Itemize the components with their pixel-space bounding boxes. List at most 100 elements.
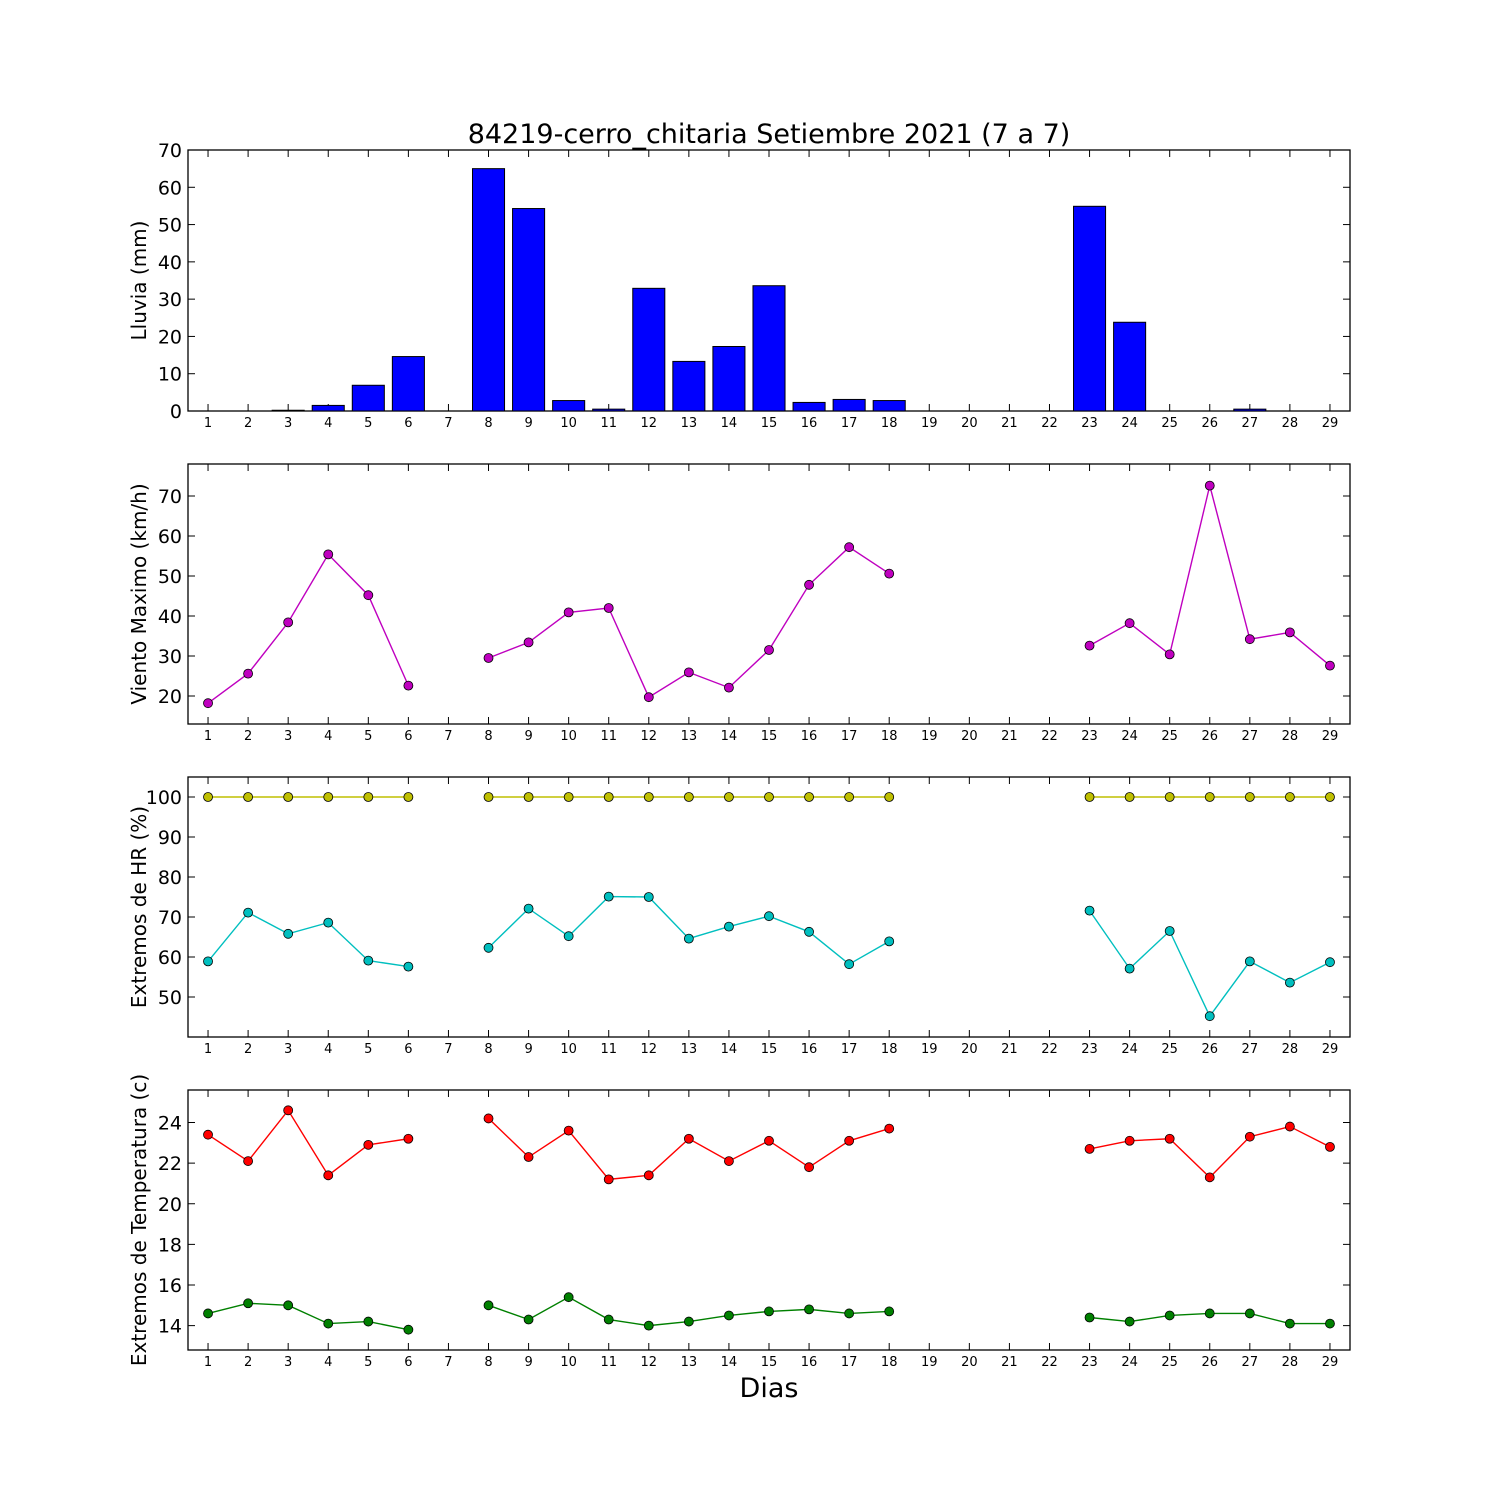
x-tick-label: 21 <box>1001 1042 1018 1057</box>
data-point <box>363 1316 374 1327</box>
series-2 <box>203 1292 1335 1335</box>
x-tick-label: 14 <box>721 1042 738 1057</box>
x-tick-label: 12 <box>641 729 658 744</box>
data-point <box>363 955 374 966</box>
series-line <box>207 1109 409 1177</box>
x-tick-label: 20 <box>961 1042 978 1057</box>
x-tick-label: 17 <box>841 1042 858 1057</box>
data-point <box>1164 926 1175 936</box>
data-point <box>563 931 574 942</box>
data-point <box>724 792 734 802</box>
data-point <box>203 1129 213 1140</box>
y-tick-label: 30 <box>158 289 182 311</box>
data-point <box>764 1135 774 1146</box>
data-point <box>1284 792 1295 802</box>
series-2 <box>203 891 1335 1022</box>
data-point <box>764 645 774 655</box>
data-point <box>283 1105 294 1116</box>
x-tick-label: 2 <box>244 729 252 744</box>
x-tick-label: 13 <box>681 416 698 431</box>
data-point <box>844 542 855 553</box>
data-point <box>1164 792 1175 802</box>
data-point <box>683 667 694 678</box>
series-line <box>207 553 410 704</box>
y-tick-label: 60 <box>158 526 182 548</box>
y-tick-label: 24 <box>158 1113 182 1135</box>
x-tick-label: 22 <box>1041 416 1058 431</box>
data-point <box>1164 1133 1175 1144</box>
x-tick-label: 18 <box>881 416 898 431</box>
bar <box>1073 205 1107 412</box>
x-tick-label: 22 <box>1041 1355 1058 1370</box>
data-point <box>563 792 574 802</box>
data-point <box>603 792 614 802</box>
x-tick-label: 1 <box>204 416 212 431</box>
data-point <box>363 590 374 601</box>
y-tick-label: 16 <box>158 1275 182 1297</box>
data-point <box>323 549 334 560</box>
y-tick-label: 50 <box>158 215 182 237</box>
x-tick-label: 13 <box>681 729 698 744</box>
data-point <box>1204 1172 1215 1183</box>
series-line <box>207 1302 409 1331</box>
data-point <box>804 792 814 802</box>
x-tick-label: 2 <box>244 1355 252 1370</box>
data-point <box>243 907 254 918</box>
data-point <box>844 959 855 970</box>
x-tick-label: 15 <box>761 416 778 431</box>
x-tick-label: 17 <box>841 416 858 431</box>
data-point <box>683 792 694 802</box>
data-point <box>523 792 534 802</box>
bar <box>872 400 906 412</box>
y-tick-label: 70 <box>158 486 182 508</box>
data-point <box>1325 660 1335 671</box>
data-point <box>1084 792 1095 802</box>
data-point <box>844 1135 855 1146</box>
x-tick-label: 16 <box>801 1042 818 1057</box>
data-point <box>764 1306 774 1317</box>
data-point <box>844 1308 855 1319</box>
x-tick-label: 9 <box>524 416 532 431</box>
data-point <box>724 921 734 932</box>
x-axis-label: Dias <box>740 1373 799 1404</box>
y-tick-label: 40 <box>158 252 182 274</box>
x-tick-label: 10 <box>560 1042 577 1057</box>
data-point <box>1124 792 1135 802</box>
x-tick-label: 27 <box>1242 1042 1259 1057</box>
data-point <box>643 792 654 802</box>
y-tick-label: 60 <box>158 947 182 969</box>
bar <box>351 384 385 412</box>
x-tick-label: 9 <box>524 729 532 744</box>
data-point <box>283 792 294 802</box>
x-tick-label: 24 <box>1121 729 1138 744</box>
bar <box>512 208 546 412</box>
x-tick-label: 8 <box>484 1355 492 1370</box>
y-axis-label: Extremos de Temperatura (c) <box>127 1074 151 1366</box>
data-point <box>1284 1318 1295 1329</box>
bar <box>792 401 826 412</box>
data-point <box>203 956 213 967</box>
x-tick-label: 23 <box>1081 1042 1098 1057</box>
y-tick-label: 90 <box>158 827 182 849</box>
data-point <box>483 1300 494 1311</box>
data-point <box>403 961 414 972</box>
x-tick-label: 15 <box>761 729 778 744</box>
data-point <box>1084 1312 1095 1323</box>
x-tick-label: 4 <box>324 1355 332 1370</box>
x-tick-label: 28 <box>1282 416 1299 431</box>
x-tick-label: 27 <box>1242 1355 1259 1370</box>
data-point <box>884 1306 895 1317</box>
data-point <box>363 792 374 802</box>
y-axis-label: Lluvia (mm) <box>127 221 151 341</box>
data-point <box>724 682 734 693</box>
x-tick-label: 22 <box>1041 1042 1058 1057</box>
x-tick-label: 13 <box>681 1042 698 1057</box>
data-point <box>1084 640 1095 651</box>
x-tick-label: 26 <box>1201 729 1218 744</box>
x-tick-label: 28 <box>1282 1042 1299 1057</box>
data-point <box>523 637 534 648</box>
series-1 <box>203 792 1335 802</box>
x-tick-label: 25 <box>1161 416 1178 431</box>
